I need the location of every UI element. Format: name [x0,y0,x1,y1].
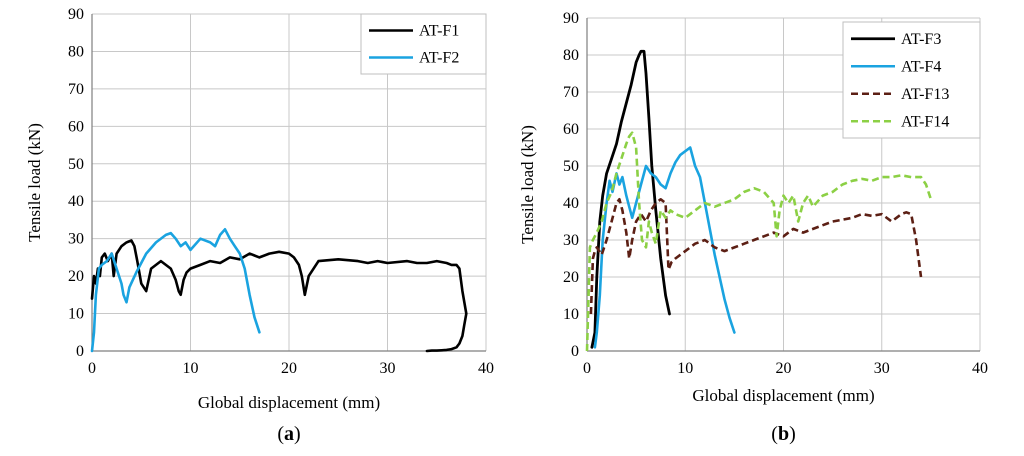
panel-a-xtick-label: 10 [183,360,199,377]
panel-b-ytick-label: 70 [563,84,579,101]
panel-a-legend-label-at-f1: AT-F1 [419,23,459,40]
panel-a-ytick-label: 60 [68,118,84,135]
panel-b-legend-label-at-f3: AT-F3 [901,31,941,48]
panel-b-legend-box [842,21,981,139]
panel-a-ytick-label: 90 [68,6,84,23]
panel-a-ytick-label: 30 [68,231,84,248]
panel-b-xtick-label: 20 [776,360,792,377]
panel-b-ytick-label: 90 [563,10,579,27]
panel-a-xtick-label: 20 [281,360,297,377]
panel-b-series-at-f13 [589,198,923,315]
panel-b-ytick-label: 40 [563,195,579,212]
panel-a-xtick-label: 0 [88,360,96,377]
panel-a-legend: AT-F1 AT-F2 [360,13,487,75]
panel-b-legend-label-at-f4: AT-F4 [901,58,941,75]
panel-b-ytick-label: 10 [563,306,579,323]
panel-b-ytick-label: 50 [563,158,579,175]
panel-b: 0 10 20 30 40 50 60 70 80 90 0 10 20 30 40 Global displ… [518,10,988,445]
panel-a-label: (a) [277,423,300,445]
panel-a-y-axis-title: Tensile load (kN) [25,123,44,242]
panel-b-ytick-label: 30 [563,232,579,249]
panel-a-ytick-label: 40 [68,193,84,210]
panel-b-label: (b) [771,423,795,445]
panel-a-ytick-label: 20 [68,268,84,285]
panel-a: 0 10 20 30 40 50 60 70 80 90 0 10 20 30 40 Global displ… [25,6,494,445]
panel-b-ytick-label: 80 [563,47,579,64]
panel-a-legend-box [360,13,487,75]
panel-b-legend-label-at-f13: AT-F13 [901,86,949,103]
panel-a-ytick-label: 50 [68,156,84,173]
panel-b-series-at-f14 [585,131,933,352]
panel-a-series-at-f2 [90,228,261,353]
panel-b-ytick-label: 20 [563,269,579,286]
panel-b-ytick-label: 60 [563,121,579,138]
panel-b-y-axis-title: Tensile load (kN) [518,125,537,244]
panel-b-legend-label-at-f14: AT-F14 [901,113,949,130]
panel-a-legend-label-at-f2: AT-F2 [419,50,459,67]
panel-b-xtick-label: 10 [677,360,693,377]
panel-b-series-at-f3 [590,49,671,349]
panel-b-legend: AT-F3 AT-F4 AT-F13 AT-F14 [842,21,981,139]
panel-a-xtick-label: 40 [478,360,494,377]
panel-b-xtick-label: 40 [972,360,988,377]
panel-b-ytick-label: 0 [571,343,579,360]
panel-a-series-at-f1 [90,239,468,353]
panel-a-ytick-label: 80 [68,43,84,60]
panel-a-ytick-label: 10 [68,306,84,323]
panel-a-ytick-label: 0 [76,343,84,360]
panel-b-xtick-label: 30 [874,360,890,377]
panel-b-xtick-label: 0 [583,360,591,377]
panel-a-ytick-label: 70 [68,81,84,98]
panel-a-x-axis-title: Global displacement (mm) [198,393,380,412]
panel-a-xtick-label: 30 [380,360,396,377]
panel-b-x-axis-title: Global displacement (mm) [692,386,874,405]
panel-b-series-at-f4 [593,146,736,349]
